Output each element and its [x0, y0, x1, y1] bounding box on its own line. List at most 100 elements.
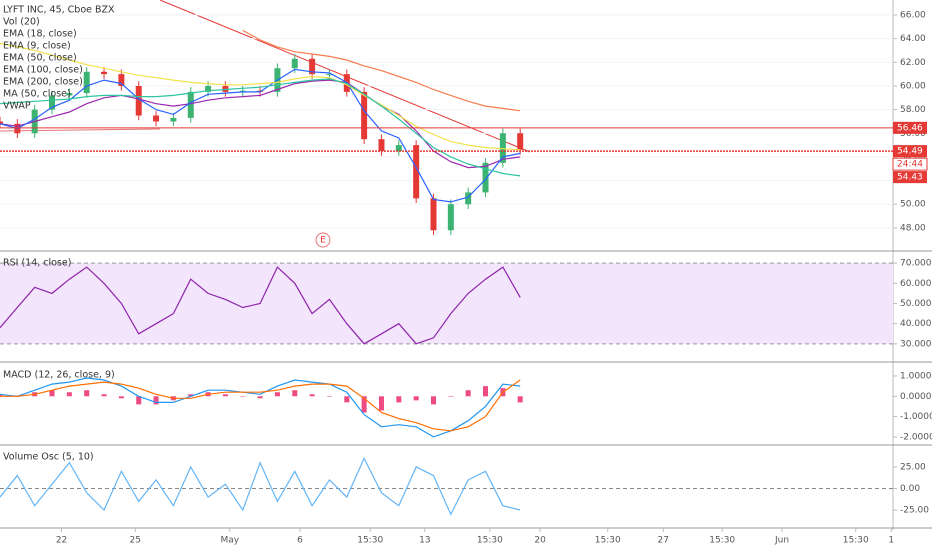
legend-entry: EMA (200, close) — [3, 77, 83, 88]
y-tick-label: 1.0000 — [900, 371, 932, 381]
candle-body — [118, 74, 125, 86]
candle-body — [101, 71, 108, 75]
candle-body — [413, 145, 420, 199]
candle-body — [517, 133, 524, 150]
candle-body — [170, 117, 177, 122]
x-tick-label: 15:30 — [843, 536, 869, 546]
x-tick-label: Jun — [774, 536, 789, 546]
rsi-band — [0, 263, 893, 344]
candle-body — [395, 145, 402, 152]
histogram-bar — [84, 390, 90, 397]
y-tick-label: 30.0000 — [900, 339, 932, 349]
histogram-bar — [483, 386, 489, 397]
histogram-bar — [326, 396, 332, 397]
histogram-bar — [413, 396, 419, 401]
earnings-icon — [315, 232, 331, 248]
histogram-bar — [240, 396, 246, 397]
last-price-label: 54.43 — [897, 173, 923, 183]
legend-entry: EMA (100, close) — [3, 65, 83, 76]
countdown: 24:44 — [897, 160, 923, 170]
y-tick-label: 64.00 — [900, 34, 926, 44]
series-line — [0, 377, 521, 438]
histogram-bar — [101, 394, 107, 397]
y-tick-label: 54.00 — [900, 152, 926, 162]
y-tick-label: 50.00 — [900, 200, 926, 210]
histogram-bar — [378, 396, 384, 411]
legend-entry: EMA (9, close) — [3, 41, 71, 52]
series-line — [0, 42, 521, 151]
legend-entry: EMA (50, close) — [3, 53, 77, 64]
candle-body — [499, 133, 506, 163]
candle-body — [0, 121, 3, 124]
histogram-bar — [517, 396, 523, 403]
candle-body — [465, 192, 472, 205]
series-line — [0, 68, 521, 203]
histogram-bar — [430, 396, 436, 405]
histogram-bar — [465, 390, 471, 397]
candle-body — [49, 95, 56, 110]
histogram-bar — [309, 394, 315, 397]
candle-body — [361, 91, 368, 140]
y-tick-label: 62.00 — [900, 58, 926, 68]
x-tick-label: 15:30 — [709, 536, 735, 546]
histogram-bar — [344, 396, 350, 403]
y-tick-label: 25.00 — [900, 463, 926, 473]
histogram-bar — [49, 390, 55, 397]
candle-body — [430, 198, 437, 231]
candle-body — [291, 58, 298, 69]
x-tick-label: 15:30 — [595, 536, 621, 546]
x-tick-label: 15:30 — [357, 536, 383, 546]
candle-body — [309, 58, 316, 75]
histogram-bar — [0, 394, 3, 397]
price-label: 54.49 — [897, 147, 923, 157]
series-line — [0, 266, 521, 345]
histogram-bar — [153, 396, 159, 405]
price-label: 56.46 — [897, 123, 923, 133]
y-tick-label: 0.0000 — [900, 392, 932, 402]
histogram-bar — [66, 392, 72, 397]
candle-body — [135, 85, 142, 116]
x-tick-label: 27 — [658, 536, 669, 546]
candle-body — [83, 71, 90, 94]
series-line — [0, 457, 521, 516]
candle-body — [378, 139, 385, 152]
y-tick-label: -25.00 — [900, 506, 929, 516]
x-tick-label: 15:30 — [477, 536, 503, 546]
candle-body — [66, 93, 73, 96]
histogram-bar — [136, 396, 142, 405]
pane-title: LYFT INC, 45, Cboe BZX — [3, 5, 115, 16]
candle-body — [205, 85, 212, 92]
countdown-box — [892, 157, 928, 171]
histogram-bar — [257, 396, 263, 399]
pane-title: RSI (14, close) — [3, 258, 71, 269]
candle-body — [326, 74, 333, 76]
y-tick-label: 60.0000 — [900, 279, 932, 289]
y-tick-label: 48.00 — [900, 223, 926, 233]
histogram-bar — [396, 396, 402, 403]
y-tick-label: -1.0000 — [900, 412, 932, 422]
histogram-bar — [361, 396, 367, 413]
y-tick-label: 70.0000 — [900, 259, 932, 269]
x-tick-label: May — [220, 536, 239, 546]
histogram-bar — [118, 396, 124, 399]
last-price-box — [893, 171, 927, 184]
candle-body — [187, 91, 194, 118]
y-tick-label: 50.0000 — [900, 299, 932, 309]
series-line — [0, 78, 521, 177]
histogram-bar — [292, 390, 298, 397]
legend-entry: MA (50, close) — [3, 89, 71, 100]
y-tick-label: 66.00 — [900, 11, 926, 21]
histogram-bar — [448, 396, 454, 397]
series-line — [0, 379, 521, 432]
candle-body — [447, 204, 454, 231]
x-tick-label: 6 — [297, 536, 303, 546]
y-tick-label: 40.0000 — [900, 319, 932, 329]
x-tick-label: 13 — [419, 536, 430, 546]
legend-entry: VWAP — [3, 101, 31, 112]
candle-body — [482, 162, 489, 193]
earnings-label: E — [320, 236, 326, 246]
histogram-bar — [222, 394, 228, 397]
pane-title: MACD (12, 26, close, 9) — [3, 370, 115, 381]
candle-body — [239, 90, 246, 92]
